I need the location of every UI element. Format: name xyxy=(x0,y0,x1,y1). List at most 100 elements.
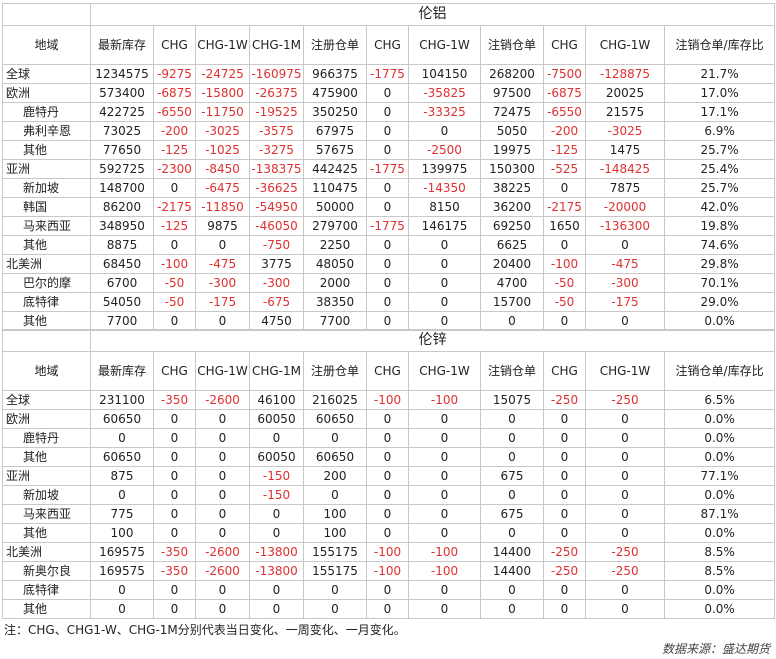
table-cell: 6700 xyxy=(90,273,154,293)
table-cell: 0 xyxy=(480,580,544,600)
table-cell: 155175 xyxy=(303,561,367,581)
table-cell: -525 xyxy=(543,159,586,179)
table-cell: 0 xyxy=(366,409,409,429)
table-title: 伦锌 xyxy=(89,329,776,352)
table-cell: -14350 xyxy=(408,178,481,198)
table-cell: 19975 xyxy=(480,140,544,160)
table-cell: -350 xyxy=(153,390,196,410)
table-cell: -36625 xyxy=(249,178,304,198)
table-cell: 25.7% xyxy=(663,140,776,160)
table-row: 欧洲 60650 0 0 60050 60650 0 0 0 0 0 0.0% xyxy=(2,409,776,429)
table-cell: 0 xyxy=(153,235,196,255)
table-cell: 0 xyxy=(195,466,250,486)
table-cell: -11850 xyxy=(195,197,250,217)
table-cell: 0 xyxy=(480,523,544,543)
table-cell: -26375 xyxy=(249,83,304,103)
column-header: 注销仓单/库存比 xyxy=(663,351,776,391)
table-cell: 0 xyxy=(408,580,481,600)
table-cell: 0 xyxy=(408,447,481,467)
column-header: CHG-1W xyxy=(195,25,250,65)
table-cell: 0 xyxy=(543,466,586,486)
table-cell: -13800 xyxy=(249,542,304,562)
location-name: 新加坡 xyxy=(2,485,91,505)
table-cell: 60050 xyxy=(249,447,304,467)
table-cell: 0 xyxy=(543,504,586,524)
table-cell: -3025 xyxy=(195,121,250,141)
table-cell: 169575 xyxy=(90,542,154,562)
table-cell: 14400 xyxy=(480,542,544,562)
region-name: 北美洲 xyxy=(2,542,91,562)
table-cell: 2000 xyxy=(303,273,367,293)
table-cell: -150 xyxy=(249,485,304,505)
column-header: CHG-1M xyxy=(249,25,304,65)
table-cell: 0 xyxy=(408,599,481,619)
table-cell: 60650 xyxy=(90,409,154,429)
location-name: 巴尔的摩 xyxy=(2,273,91,293)
table-cell: 0 xyxy=(480,311,544,331)
table-row: 其他 60650 0 0 60050 60650 0 0 0 0 0 0.0% xyxy=(2,447,776,467)
table-cell: 48050 xyxy=(303,254,367,274)
table-cell: -128875 xyxy=(585,64,665,84)
location-name: 底特律 xyxy=(2,580,91,600)
table-cell: 0 xyxy=(153,485,196,505)
table-row: 鹿特丹 0 0 0 0 0 0 0 0 0 0 0.0% xyxy=(2,428,776,448)
table-cell: -13800 xyxy=(249,561,304,581)
table-cell: 0 xyxy=(153,428,196,448)
table-cell: -50 xyxy=(543,292,586,312)
table-cell: -24725 xyxy=(195,64,250,84)
column-header: CHG xyxy=(543,351,586,391)
region-name: 全球 xyxy=(2,390,91,410)
table-cell: 0 xyxy=(480,447,544,467)
table-cell: 17.0% xyxy=(663,83,776,103)
table-cell: -250 xyxy=(585,542,665,562)
table-cell: 15075 xyxy=(480,390,544,410)
table-cell: 0 xyxy=(480,485,544,505)
column-header: CHG-1W xyxy=(408,351,481,391)
table-cell: -100 xyxy=(153,254,196,274)
table-cell: -100 xyxy=(366,390,409,410)
table-row: 其他 0 0 0 0 0 0 0 0 0 0 0.0% xyxy=(2,599,776,619)
table-cell: 97500 xyxy=(480,83,544,103)
table-cell: 15700 xyxy=(480,292,544,312)
table-cell: -20000 xyxy=(585,197,665,217)
table-cell: 0 xyxy=(195,311,250,331)
table-row: 鹿特丹 422725 -6550 -11750 -19525 350250 0 -33325 7… xyxy=(2,102,776,122)
table-cell: 0 xyxy=(480,428,544,448)
table-cell: 0 xyxy=(366,102,409,122)
table-cell: 442425 xyxy=(303,159,367,179)
table-row: 其他 7700 0 0 4750 7700 0 0 0 0 0 0.0% xyxy=(2,311,776,331)
table-cell: 0 xyxy=(585,580,665,600)
table-cell: 0 xyxy=(90,580,154,600)
table-cell: 0 xyxy=(195,485,250,505)
table-cell: 0.0% xyxy=(663,428,776,448)
table-cell: -2600 xyxy=(195,561,250,581)
table-cell: 100 xyxy=(303,523,367,543)
table-cell: -2175 xyxy=(153,197,196,217)
table-cell: 0 xyxy=(366,178,409,198)
table-cell: 0 xyxy=(366,273,409,293)
table-cell: 0 xyxy=(585,235,665,255)
table-cell: 0 xyxy=(249,580,304,600)
location-name: 弗利辛恩 xyxy=(2,121,91,141)
table-cell: -175 xyxy=(195,292,250,312)
table-cell: 675 xyxy=(480,504,544,524)
table-cell: -2175 xyxy=(543,197,586,217)
table-cell: 0.0% xyxy=(663,599,776,619)
table-cell: -148425 xyxy=(585,159,665,179)
table-cell: 0.0% xyxy=(663,409,776,429)
table-cell: 6625 xyxy=(480,235,544,255)
location-name: 韩国 xyxy=(2,197,91,217)
table-cell: 0 xyxy=(408,254,481,274)
table-cell: 7875 xyxy=(585,178,665,198)
table-cell: 0 xyxy=(366,428,409,448)
table-cell: 19.8% xyxy=(663,216,776,236)
table-cell: 0 xyxy=(303,428,367,448)
table-cell: 0 xyxy=(366,485,409,505)
table-cell: -675 xyxy=(249,292,304,312)
table-cell: 146175 xyxy=(408,216,481,236)
table-cell: 100 xyxy=(303,504,367,524)
table-cell: 0 xyxy=(543,311,586,331)
location-name: 其他 xyxy=(2,140,91,160)
table-cell: -6875 xyxy=(543,83,586,103)
column-header: 最新库存 xyxy=(90,351,154,391)
